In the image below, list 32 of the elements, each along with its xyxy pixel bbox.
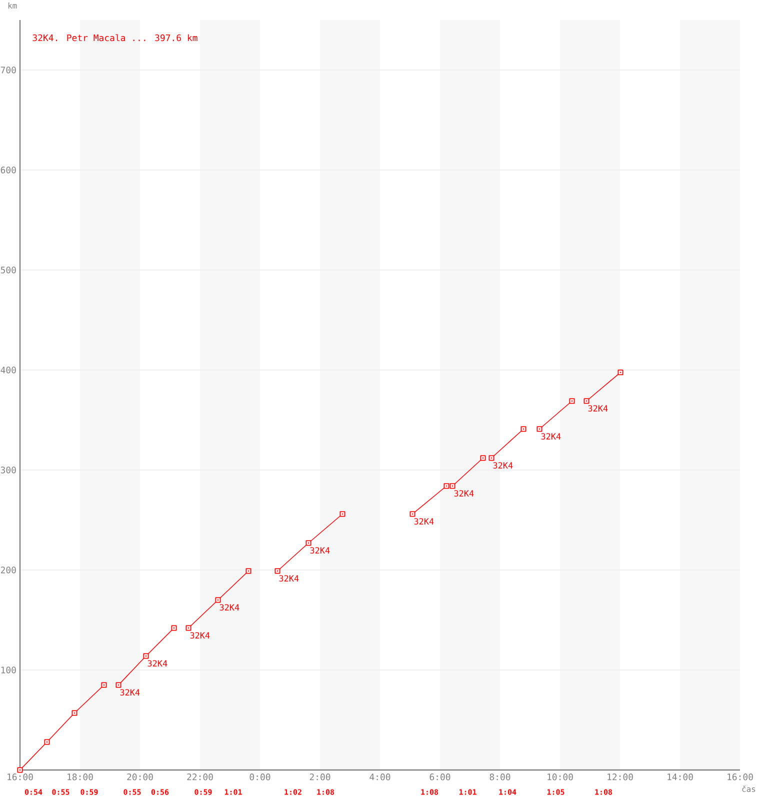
annotation: 32K4 <box>279 575 299 582</box>
x-tick-label: 2:00 <box>310 774 330 780</box>
x-tick-label: 6:00 <box>430 774 450 780</box>
x-tick-label: 4:00 <box>370 774 390 780</box>
y-tick-label: 400 <box>0 366 16 374</box>
x-tick-label: 22:00 <box>187 774 213 780</box>
y-tick-label: 600 <box>0 166 16 174</box>
annotation: 32K4 <box>120 689 140 696</box>
annotation: 32K4 <box>310 547 330 554</box>
x-tick-label: 12:00 <box>608 774 633 780</box>
y-tick-label: 200 <box>0 566 16 574</box>
x-tick-label: 14:00 <box>668 774 693 780</box>
x-tick-label: 16:00 <box>728 774 753 780</box>
y-tick-label: 700 <box>0 66 16 74</box>
x-tick-label: 8:00 <box>490 774 510 780</box>
annotation: 32K4 <box>493 462 513 469</box>
annotation: 32K4 <box>541 433 561 440</box>
text: 32K4. Petr Macala ... 397.6 km <box>32 34 198 42</box>
y-tick-label: 300 <box>0 466 16 474</box>
annotation: 32K4 <box>220 604 240 611</box>
annotation: 32K4 <box>588 405 608 412</box>
x-tick-label: 0:00 <box>250 774 270 780</box>
y-tick-label: 100 <box>1 666 16 674</box>
annotation: 32K4 <box>190 632 210 639</box>
annotation: 32K4 <box>414 518 434 525</box>
annotation: 32K4 <box>148 660 168 667</box>
x-tick-label: 20:00 <box>127 774 153 780</box>
x-tick-label: 18:00 <box>68 774 93 780</box>
x-tick-label: 10:00 <box>548 774 573 780</box>
x-tick-label: 16:00 <box>8 774 33 780</box>
y-tick-label: 500 <box>0 266 16 274</box>
annotation: 32K4 <box>454 490 474 497</box>
